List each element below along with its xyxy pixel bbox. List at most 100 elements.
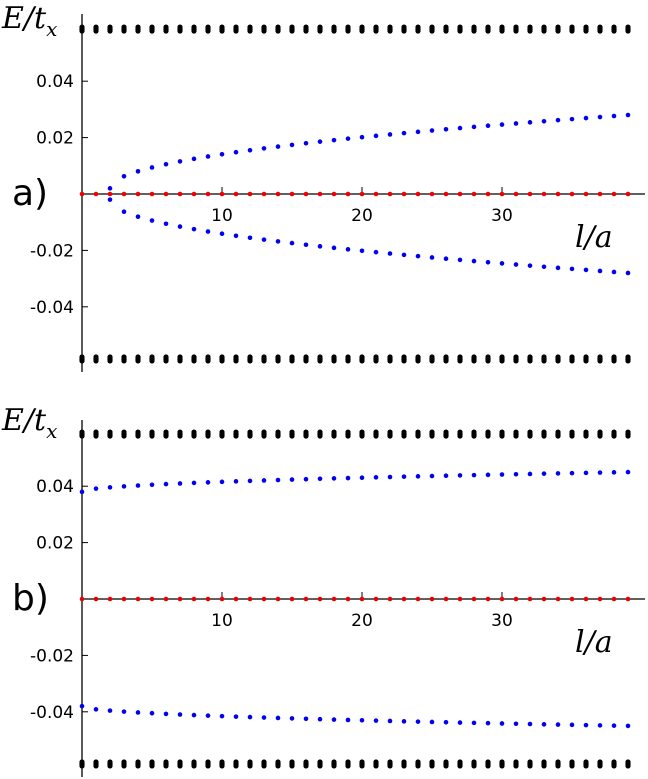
data-point-edge <box>583 267 589 273</box>
data-point-bulk <box>625 354 631 360</box>
data-point-edge <box>359 248 365 254</box>
data-point-edge <box>191 480 197 486</box>
data-point-edge <box>611 269 617 275</box>
data-point-zero <box>191 596 197 602</box>
data-point-edge <box>261 237 267 242</box>
data-point-zero <box>345 191 351 197</box>
data-point-bulk <box>303 354 309 360</box>
data-point-edge <box>541 264 547 270</box>
data-point-bulk <box>247 24 253 30</box>
data-point-zero <box>359 596 365 602</box>
data-point-edge <box>429 128 435 133</box>
data-point-bulk <box>107 354 113 360</box>
data-point-edge <box>303 140 309 146</box>
data-point-bulk <box>149 759 155 765</box>
data-point-zero <box>555 191 561 197</box>
data-point-edge <box>345 475 351 481</box>
data-point-bulk <box>79 24 85 30</box>
data-point-zero <box>163 596 169 602</box>
data-point-edge <box>275 477 281 483</box>
data-point-bulk <box>275 759 281 765</box>
data-point-bulk <box>429 24 435 30</box>
data-point-edge <box>485 123 491 129</box>
y-axis-title-main: E/t <box>1 403 47 438</box>
data-point-zero <box>247 596 253 602</box>
data-point-edge <box>485 259 491 265</box>
data-point-bulk <box>163 24 169 30</box>
data-point-edge <box>219 479 225 485</box>
data-point-bulk <box>541 429 547 435</box>
y-tick-label: 0.02 <box>36 534 74 554</box>
data-point-bulk <box>331 429 337 435</box>
data-point-zero <box>331 191 337 197</box>
data-point-edge <box>387 718 393 724</box>
data-point-edge <box>247 235 253 241</box>
data-point-bulk <box>555 24 561 30</box>
data-point-edge <box>513 121 519 126</box>
data-point-bulk <box>149 429 155 435</box>
data-point-bulk <box>135 354 141 360</box>
data-point-zero <box>527 596 533 602</box>
panel-a: -0.04 -0.02 0.02 0.04 10 20 30 E/tx l/a a) <box>1 1 645 372</box>
data-point-zero <box>387 596 393 602</box>
data-point-bulk <box>289 24 295 30</box>
data-point-bulk <box>163 759 169 765</box>
data-point-edge <box>499 261 505 266</box>
data-point-bulk <box>177 24 183 30</box>
data-point-bulk <box>121 354 127 360</box>
data-point-edge <box>541 722 547 727</box>
data-point-bulk <box>317 429 323 435</box>
data-point-bulk <box>401 354 407 360</box>
data-point-zero <box>555 596 561 602</box>
data-point-edge <box>93 707 99 712</box>
data-point-zero <box>415 191 421 197</box>
data-point-bulk <box>443 429 449 435</box>
data-point-bulk <box>275 354 281 360</box>
data-point-edge <box>79 489 85 495</box>
data-point-bulk <box>415 429 421 435</box>
series-bulk <box>79 429 631 769</box>
data-point-bulk <box>527 429 533 435</box>
data-point-edge <box>401 719 407 724</box>
data-point-zero <box>205 596 211 602</box>
data-point-edge <box>205 713 211 718</box>
data-point-bulk <box>275 24 281 30</box>
y-axis-title-main: E/t <box>1 1 47 36</box>
data-point-bulk <box>429 354 435 360</box>
data-point-bulk <box>387 24 393 30</box>
data-point-edge <box>569 470 575 476</box>
data-point-zero <box>317 596 323 602</box>
data-point-edge <box>247 147 253 153</box>
data-point-edge <box>331 137 337 143</box>
data-point-zero <box>275 596 281 602</box>
data-point-bulk <box>373 354 379 360</box>
data-point-edge <box>177 712 183 717</box>
x-axis-title: l/a <box>575 625 613 660</box>
data-point-zero <box>541 596 547 602</box>
data-point-bulk <box>499 429 505 435</box>
data-point-bulk <box>317 354 323 360</box>
data-point-edge <box>135 483 141 488</box>
data-point-zero <box>611 596 617 602</box>
data-point-edge <box>331 717 337 722</box>
data-point-zero <box>471 596 477 602</box>
data-point-edge <box>597 470 603 475</box>
data-point-edge <box>289 142 295 148</box>
series-edge <box>79 469 631 729</box>
data-point-bulk <box>457 24 463 30</box>
data-point-edge <box>499 472 505 477</box>
data-point-edge <box>177 224 183 229</box>
data-point-edge <box>261 146 267 151</box>
y-axis-title: E/tx <box>1 403 57 443</box>
data-point-edge <box>499 721 505 726</box>
x-tick-label: 20 <box>351 611 373 631</box>
data-point-edge <box>471 472 477 478</box>
data-point-edge <box>373 133 379 139</box>
data-point-zero <box>359 191 365 197</box>
data-point-bulk <box>107 759 113 765</box>
data-point-bulk <box>135 24 141 30</box>
data-point-bulk <box>429 759 435 765</box>
data-point-bulk <box>149 354 155 360</box>
data-point-edge <box>457 125 463 131</box>
data-point-edge <box>457 473 463 478</box>
